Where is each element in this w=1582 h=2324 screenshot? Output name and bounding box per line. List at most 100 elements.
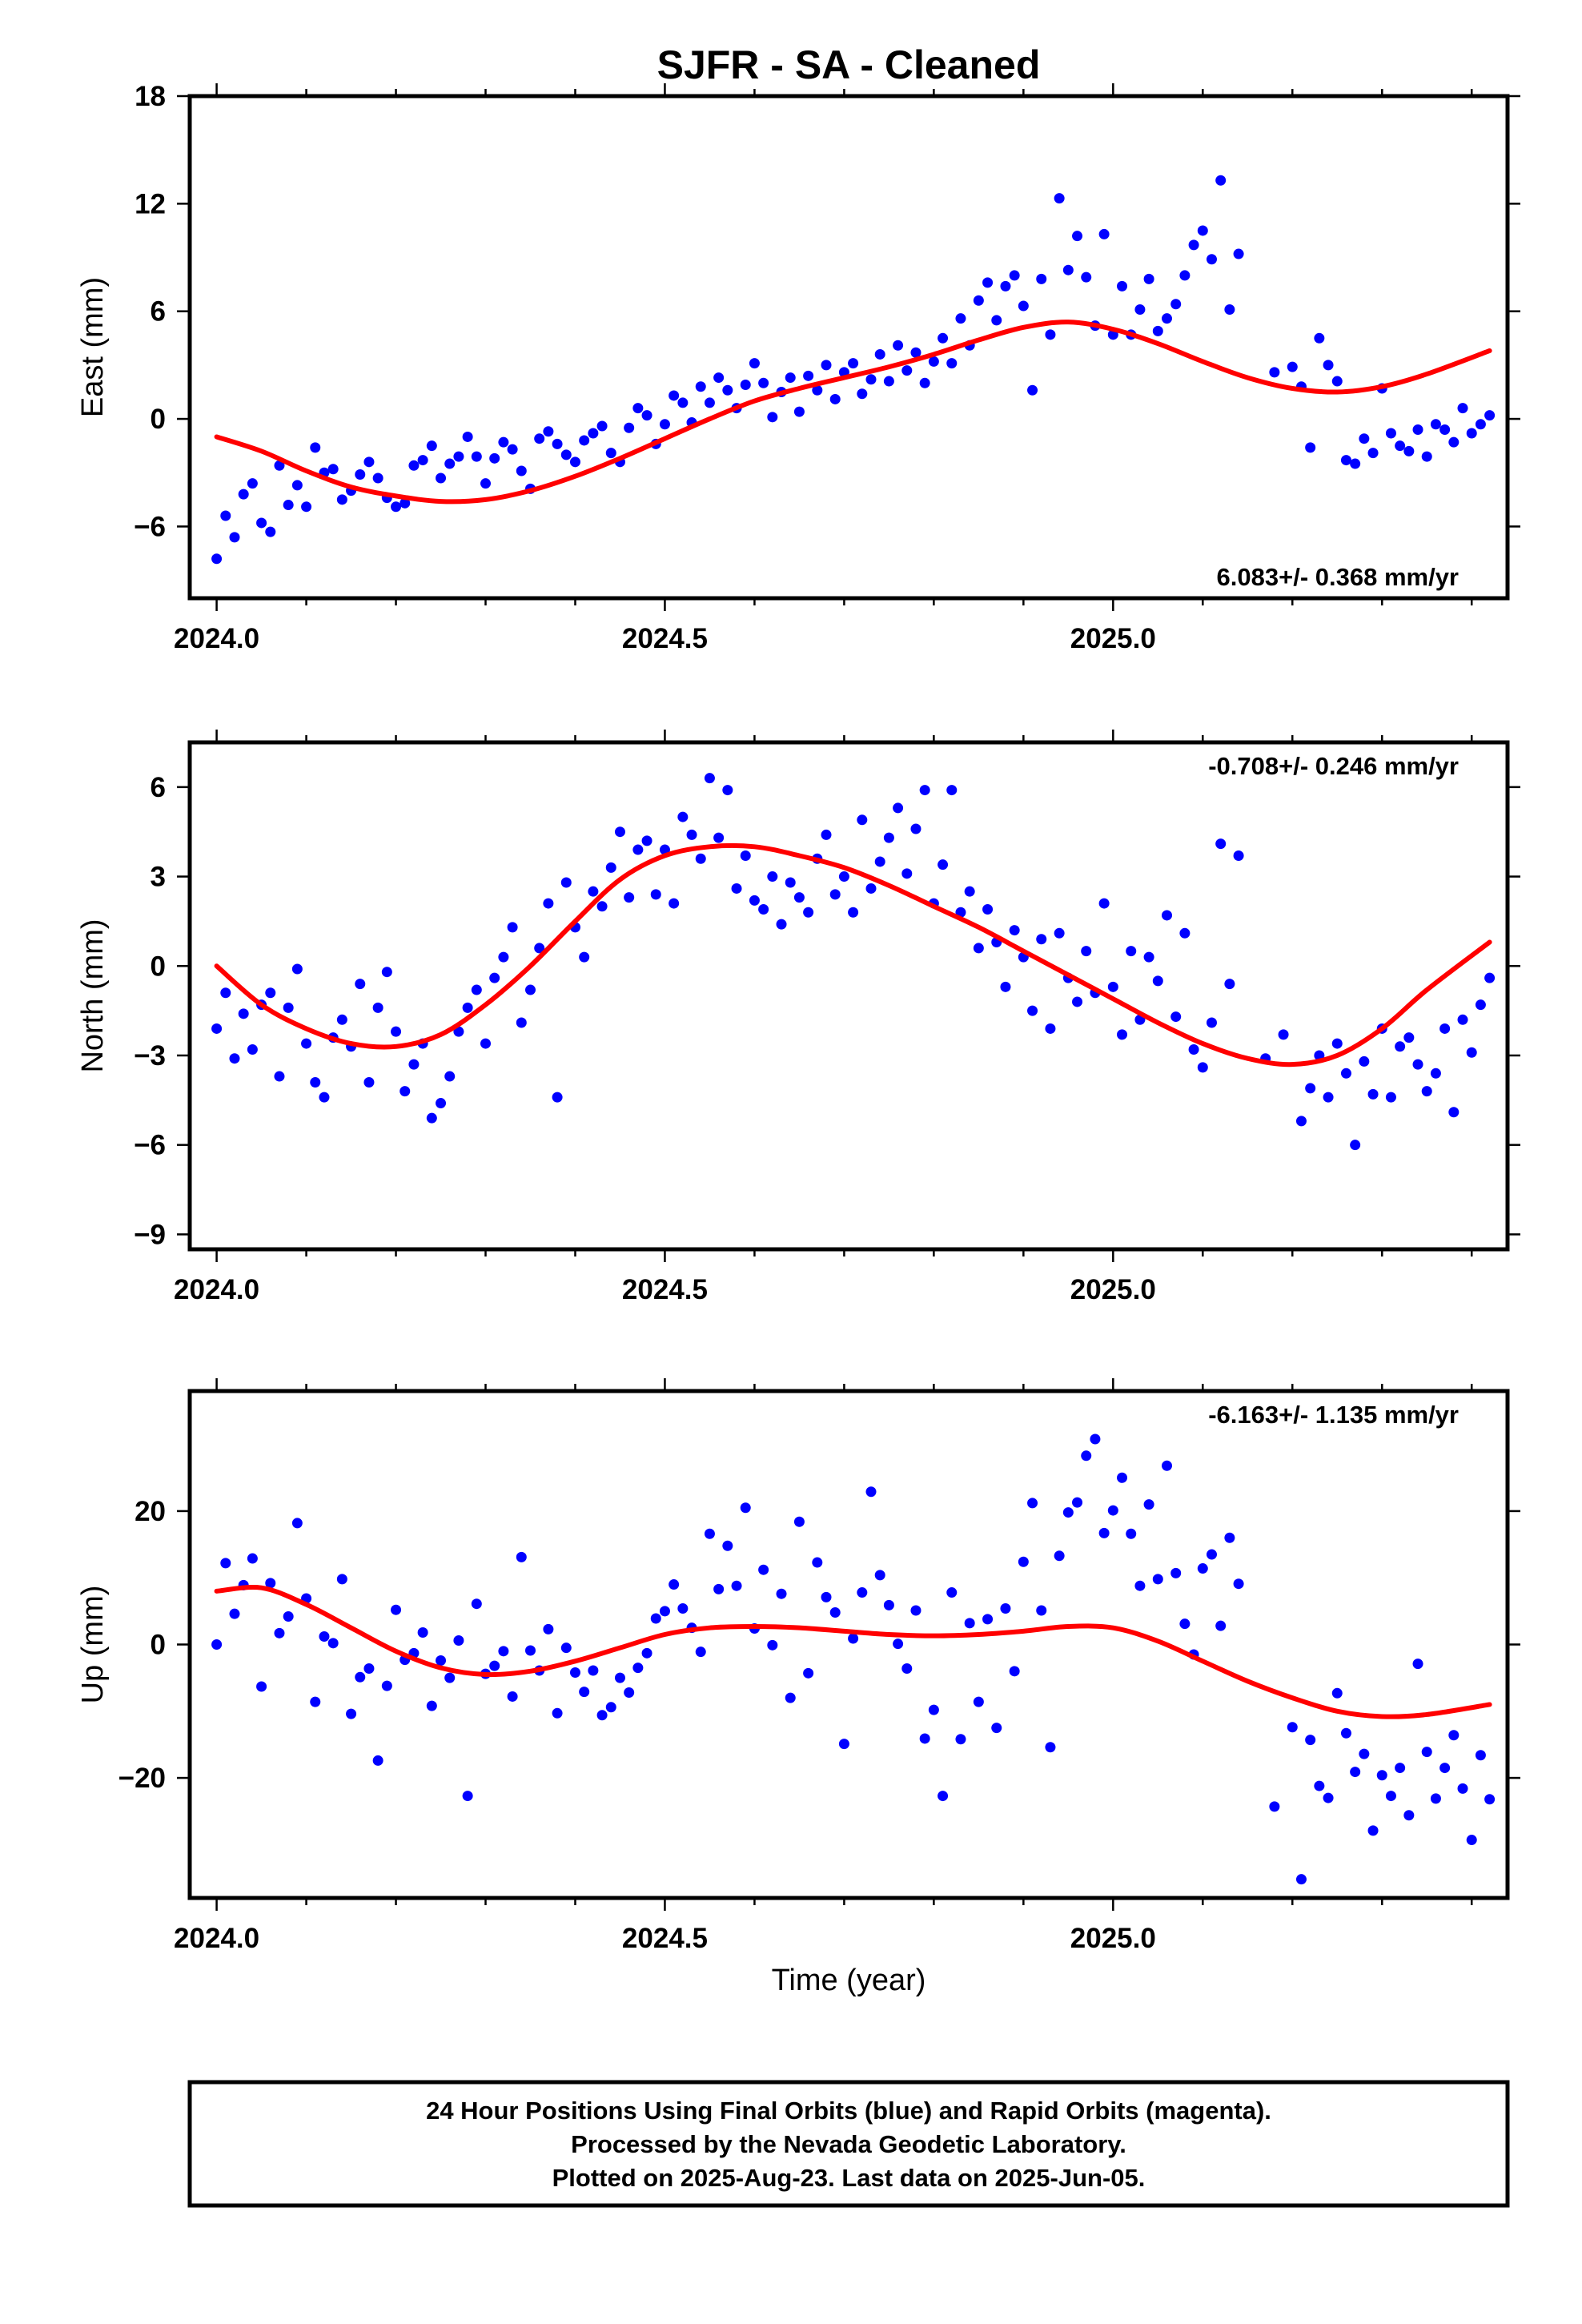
east-data-point: [1188, 239, 1199, 251]
up-data-point: [793, 1516, 805, 1527]
east-data-point: [1269, 367, 1280, 378]
north-data-point: [1188, 1044, 1199, 1055]
up-data-point: [1134, 1580, 1146, 1591]
north-data-point: [1305, 1083, 1316, 1094]
footer-line-2: Processed by the Nevada Geodetic Laborat…: [571, 2130, 1126, 2158]
north-data-point: [310, 1076, 321, 1088]
up-data-point: [669, 1579, 680, 1590]
north-data-point: [1215, 838, 1227, 850]
east-data-point: [758, 377, 769, 388]
north-data-point: [1484, 972, 1496, 983]
east-data-point: [1215, 175, 1227, 186]
north-xtick-label: 2024.5: [622, 1274, 708, 1305]
up-data-point: [319, 1631, 330, 1642]
east-data-point: [1448, 436, 1460, 448]
up-data-point: [291, 1518, 303, 1529]
north-data-point: [516, 1017, 527, 1028]
north-data-point: [247, 1044, 258, 1055]
north-data-point: [776, 919, 787, 930]
north-data-point: [543, 898, 554, 909]
east-data-point: [480, 478, 492, 489]
east-data-point: [740, 380, 751, 391]
north-data-point: [1081, 946, 1092, 957]
north-data-point: [1466, 1047, 1477, 1058]
up-data-point: [1036, 1605, 1047, 1616]
up-rate-label: -6.163+/- 1.135 mm/yr: [1208, 1401, 1459, 1429]
up-data-point: [883, 1599, 894, 1610]
east-data-point: [220, 510, 231, 521]
east-data-point: [1018, 300, 1029, 312]
east-data-point: [247, 478, 258, 489]
north-data-point: [713, 832, 725, 843]
up-xtick-label: 2024.0: [174, 1923, 259, 1954]
north-data-point: [436, 1098, 447, 1109]
up-data-point: [722, 1540, 733, 1551]
east-data-point: [1197, 225, 1208, 236]
north-xtick-label: 2024.0: [174, 1274, 259, 1305]
up-data-point: [731, 1580, 742, 1591]
east-data-point: [938, 332, 949, 344]
up-data-point: [1367, 1825, 1379, 1836]
up-data-point: [1340, 1727, 1351, 1739]
up-ytick-label: −20: [118, 1763, 166, 1794]
north-data-point: [408, 1059, 420, 1070]
figure-title: SJFR - SA - Cleaned: [657, 42, 1041, 87]
east-data-point: [1081, 271, 1092, 283]
north-data-point: [1439, 1023, 1451, 1034]
up-ytick-label: 20: [135, 1496, 166, 1527]
north-data-point: [1350, 1140, 1361, 1151]
east-data-point: [749, 358, 760, 369]
east-data-point: [1331, 376, 1343, 387]
north-data-point: [677, 811, 689, 822]
east-data-point: [848, 358, 859, 369]
east-data-point: [973, 295, 984, 306]
north-data-point: [669, 898, 680, 909]
up-data-point: [1269, 1801, 1280, 1812]
up-data-point: [265, 1578, 276, 1589]
east-data-point: [695, 381, 706, 392]
north-data-point: [283, 1002, 294, 1013]
north-data-point: [893, 802, 904, 814]
east-data-point: [400, 497, 411, 509]
up-data-point: [1287, 1722, 1298, 1733]
up-xtick-label: 2024.5: [622, 1923, 708, 1954]
east-data-point: [569, 456, 580, 468]
up-data-point: [857, 1587, 868, 1598]
east-data-point: [1412, 424, 1423, 436]
footer-frame: [187, 2080, 1510, 2208]
east-data-point: [1367, 448, 1379, 459]
east-data-point: [1484, 410, 1496, 421]
north-data-point: [938, 859, 949, 870]
east-data-point: [426, 440, 437, 452]
north-data-point: [910, 823, 921, 834]
north-data-point: [1395, 1041, 1406, 1052]
north-data-point: [838, 871, 849, 883]
east-data-point: [372, 472, 383, 484]
up-data-point: [776, 1588, 787, 1599]
up-data-point: [1062, 1507, 1074, 1518]
up-data-point: [516, 1551, 527, 1562]
east-data-point: [883, 376, 894, 387]
up-fit-curve: [214, 1585, 1492, 1719]
east-data-point: [829, 393, 841, 404]
north-data-point: [507, 922, 518, 933]
up-data-point: [310, 1696, 321, 1707]
up-data-point: [1484, 1794, 1496, 1805]
east-data-point: [363, 456, 375, 468]
east-data-point: [821, 360, 832, 371]
east-data-point: [641, 410, 652, 421]
north-data-point: [1340, 1068, 1351, 1079]
up-data-point: [471, 1598, 482, 1610]
north-data-point: [821, 829, 832, 840]
up-data-point: [1126, 1528, 1137, 1539]
x-axis-label: Time (year): [772, 1964, 926, 1997]
up-data-point: [938, 1791, 949, 1802]
north-data-point: [1206, 1017, 1217, 1028]
east-data-point: [1000, 280, 1011, 292]
north-data-point: [426, 1112, 437, 1124]
north-data-point: [1009, 925, 1020, 936]
up-data-point: [848, 1633, 859, 1644]
north-data-point: [1421, 1086, 1432, 1097]
north-data-point: [1072, 996, 1083, 1007]
north-data-point: [1448, 1107, 1460, 1118]
